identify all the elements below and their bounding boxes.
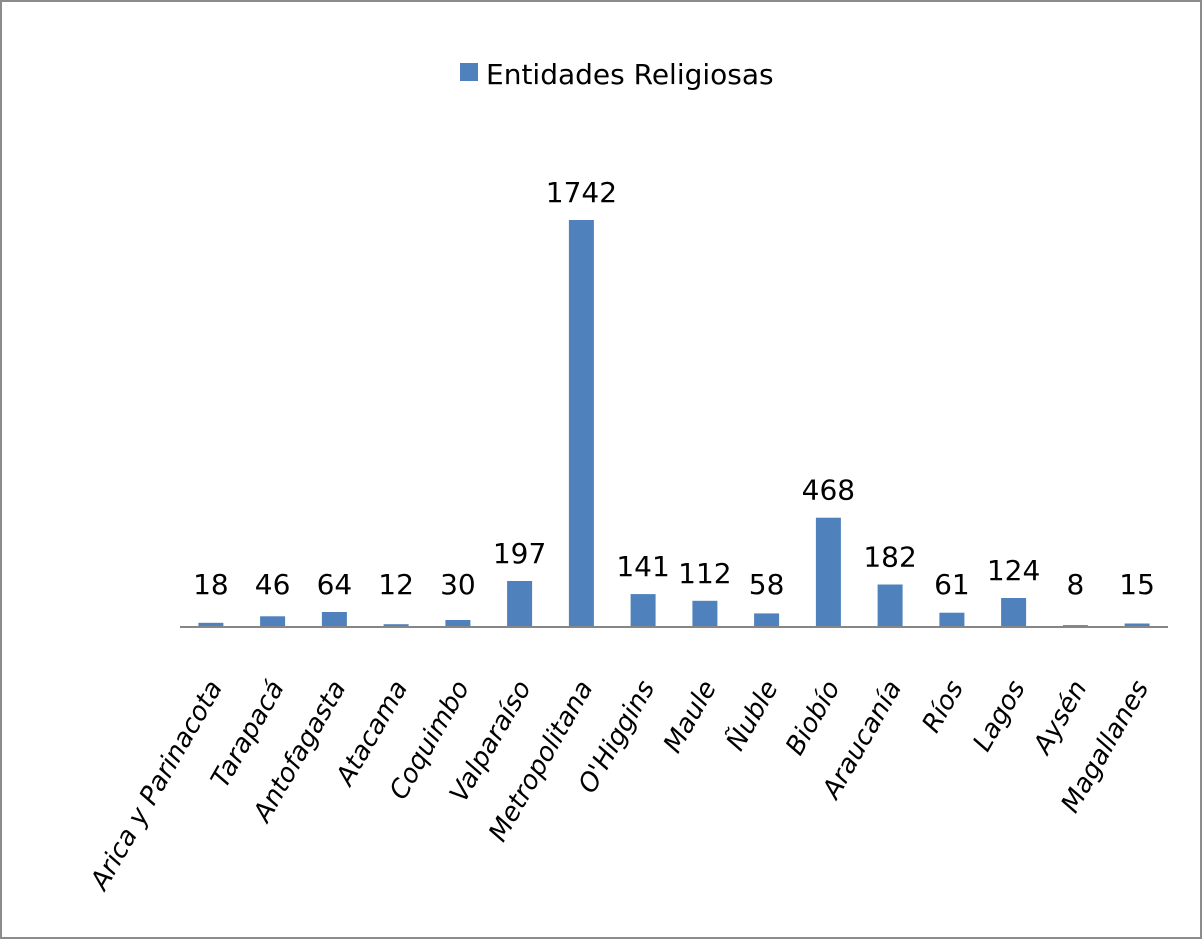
bar-6 [568,220,594,627]
legend: Entidades Religiosas [460,58,774,91]
data-label-15: 15 [1119,568,1155,601]
data-label-2: 64 [317,568,353,601]
data-label-3: 12 [378,568,414,601]
bar-15 [1124,623,1150,627]
x-tick-label-0: Arica y Parinacota [84,676,229,897]
bar-1 [260,616,286,627]
legend-label: Entidades Religiosas [486,58,774,91]
x-tick-label-13: Lagos [967,676,1031,757]
data-label-5: 197 [493,537,546,570]
x-tick-label-9: Ñuble [719,675,785,757]
data-labels-group: 18 46 64 12 30 197 1742 141 112 58 468 182 61 124 8 15 [193,176,1155,601]
data-label-10: 468 [802,474,855,507]
bar-3 [383,624,409,627]
bars-group [198,220,1150,627]
data-label-1: 46 [255,568,291,601]
bar-7 [630,594,656,627]
bar-2 [321,612,347,627]
data-label-0: 18 [193,568,229,601]
bar-4 [445,620,471,627]
data-label-12: 61 [934,568,970,601]
x-tick-label-8: Maule [658,676,723,759]
x-tick-label-14: Aysén [1027,676,1094,761]
bar-5 [507,581,533,627]
data-label-9: 58 [749,568,785,601]
data-label-8: 112 [678,557,731,590]
legend-swatch [460,63,478,81]
bar-8 [692,600,718,627]
x-tick-labels-group: Arica y ParinacotaTarapacáAntofagastaAta… [84,675,1155,897]
data-label-7: 141 [616,550,669,583]
data-label-13: 124 [987,554,1040,587]
bar-0 [198,622,224,627]
data-label-6: 1742 [546,176,617,209]
bar-9 [754,613,780,627]
bar-13 [1001,598,1027,627]
x-tick-label-12: Ríos [917,676,970,738]
data-label-11: 182 [863,541,916,574]
data-label-14: 8 [1066,568,1084,601]
bar-10 [815,517,841,627]
bar-12 [939,612,965,627]
x-tick-label-10: Biobío [780,676,846,761]
bar-11 [877,584,903,627]
data-label-4: 30 [440,568,476,601]
